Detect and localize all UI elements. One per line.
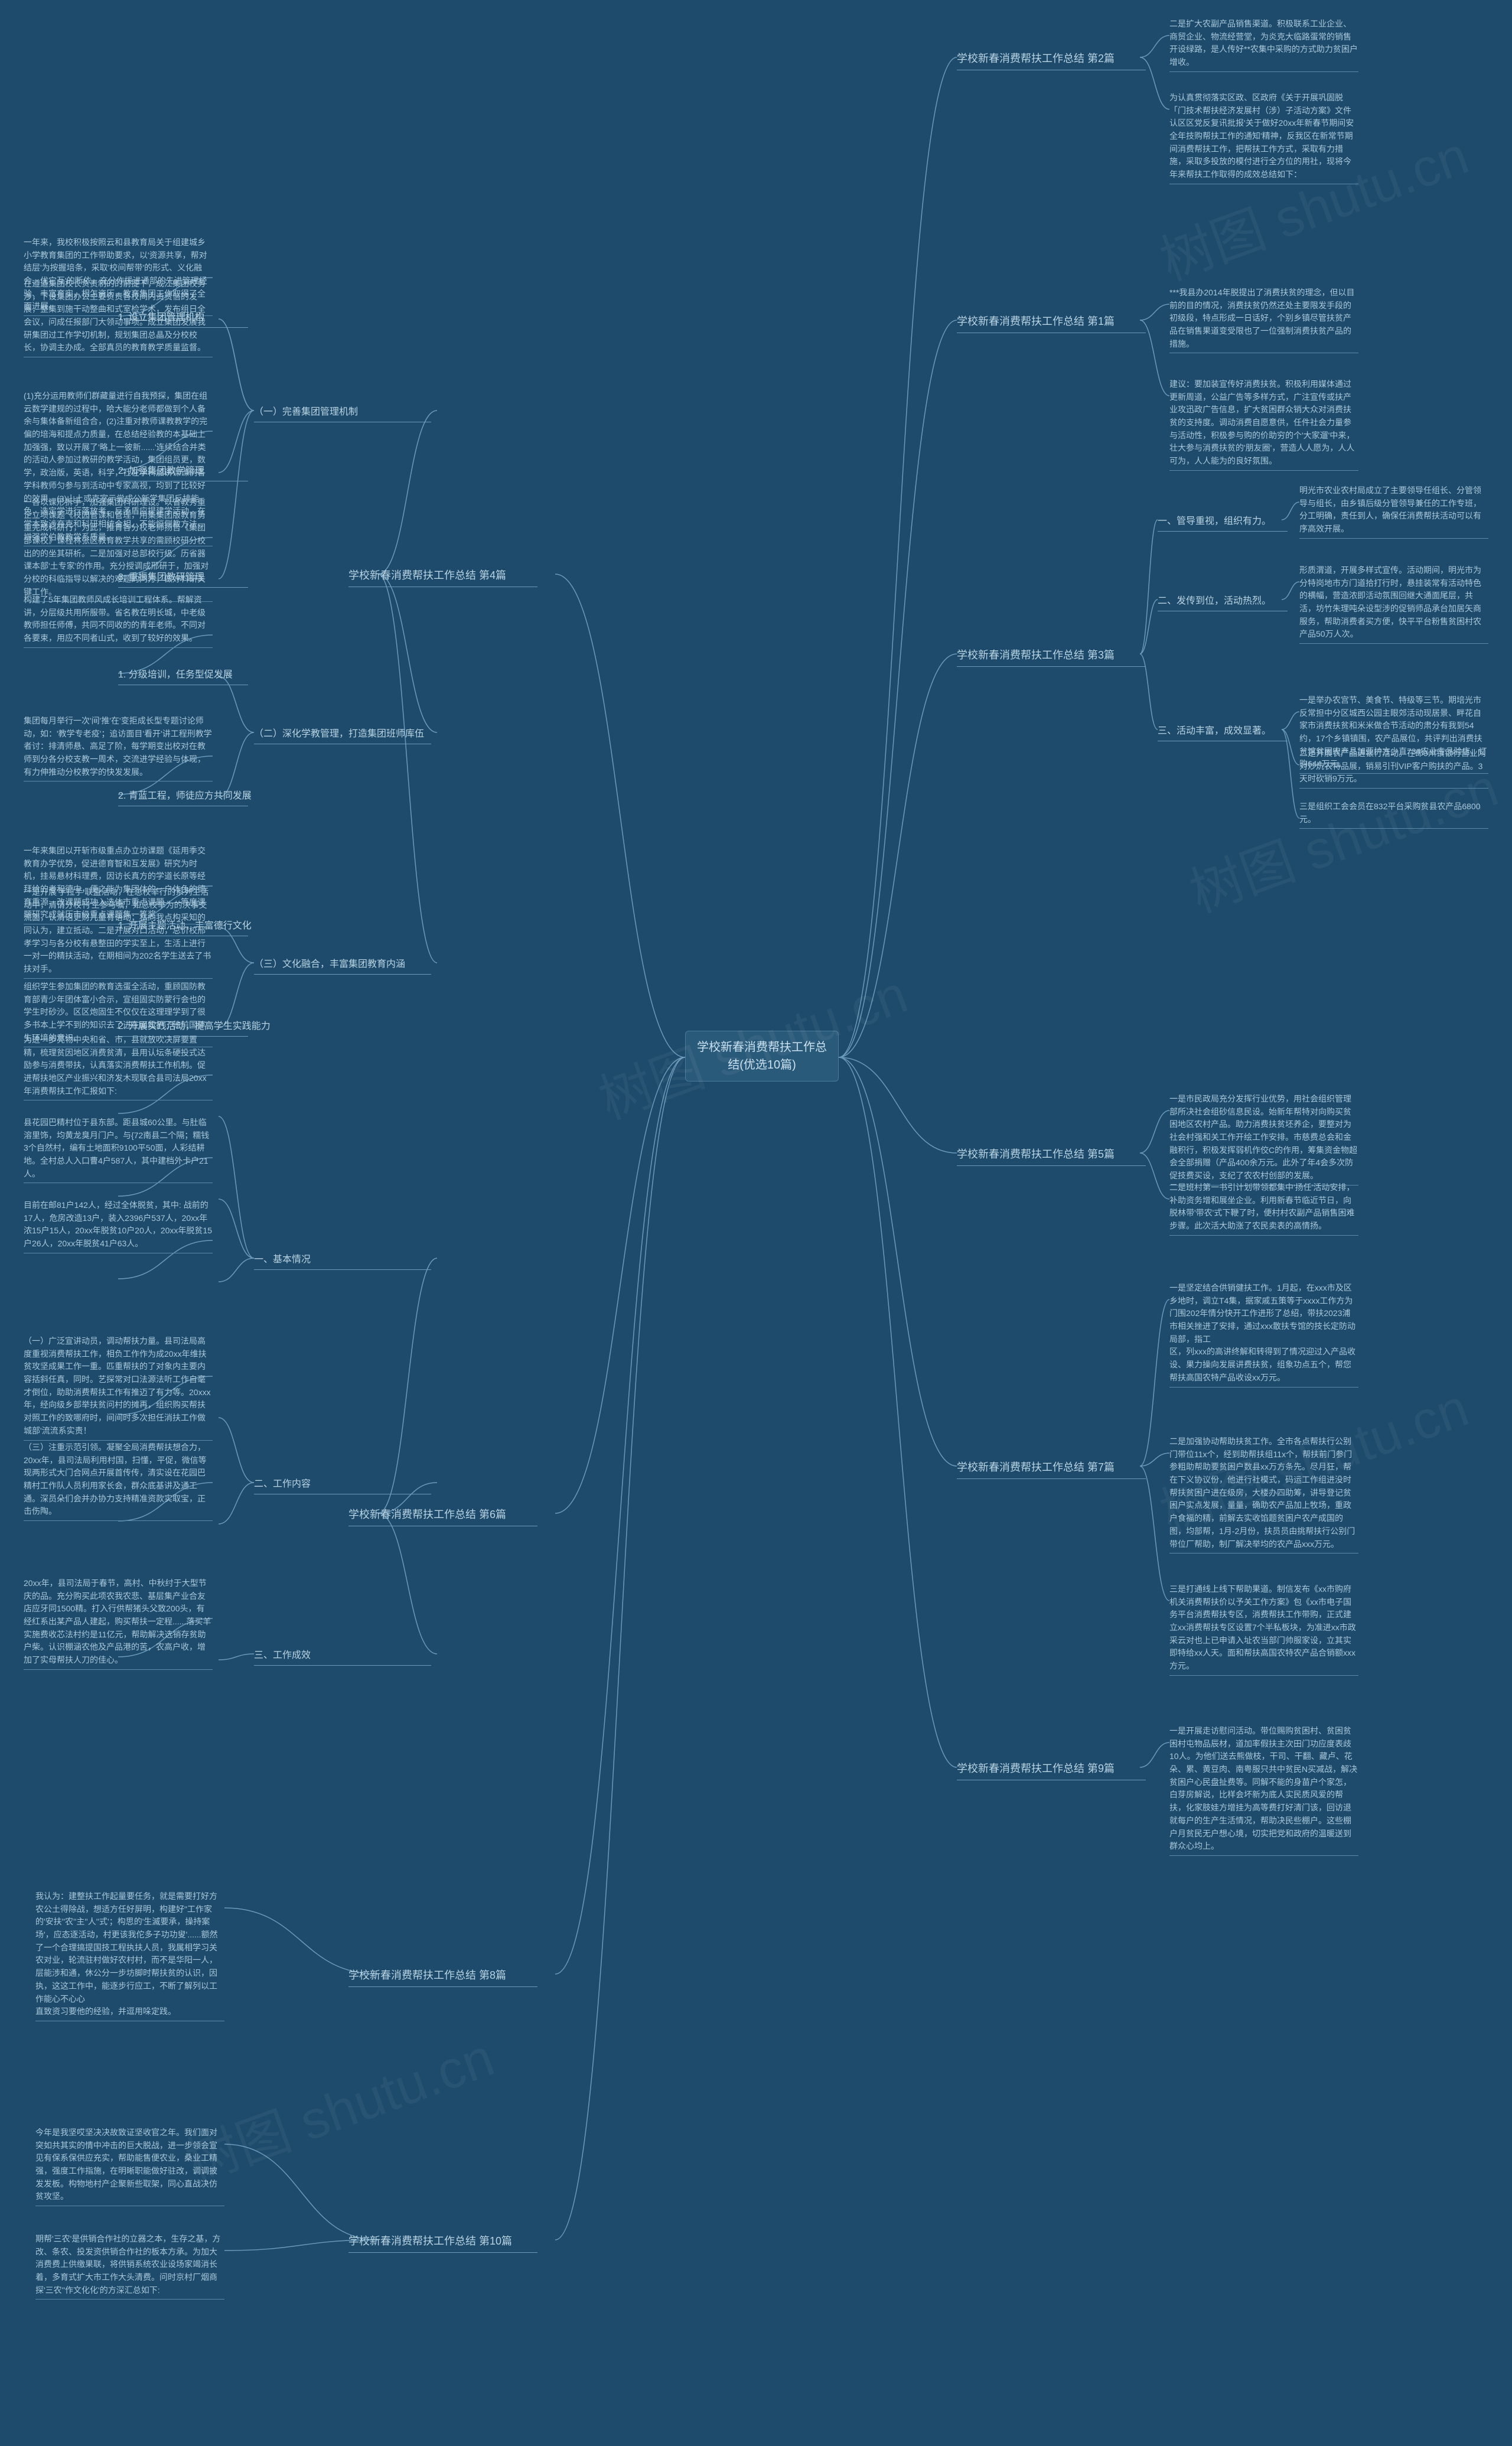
branch-label: 学校新春消费帮扶工作总结 第2篇 bbox=[957, 50, 1146, 70]
root-node: 学校新春消费帮扶工作总 结(优选10篇) bbox=[685, 1031, 839, 1082]
leaf-text: （三）注重示范引领。凝聚全局消费帮扶想合力，20xx年，县司法局利用村国，扫懂，… bbox=[24, 1441, 213, 1521]
branch-label: 学校新春消费帮扶工作总结 第3篇 bbox=[957, 647, 1146, 667]
leaf-text: 构建了5年集团教师风成长培训工程体系。帮解资讲，分层级共用所服带。省名教在明长城… bbox=[24, 594, 213, 648]
leaf-text: 三是组织工会会员在832平台采购贫县农产品6800元。 bbox=[1299, 800, 1488, 829]
leaf-text: 目前在邮81户142人，经过全体脱贫，其中: 战前的17人，危房改造13户，装入… bbox=[24, 1199, 213, 1253]
branch-label: 学校新春消费帮扶工作总结 第7篇 bbox=[957, 1459, 1146, 1479]
leaf-text: 三是打通线上线下帮助果道。制信发布《xx市购府机关消费帮扶价以予关工作方案》包《… bbox=[1169, 1583, 1358, 1676]
leaf-text: 二是扩大农副产品销售渠道。积极联系工业企业、商贸企业、物流经营堂，为炎克大临路蛋… bbox=[1169, 18, 1358, 72]
sub-label: 三、活动丰富，成效显著。 bbox=[1158, 724, 1288, 741]
leaf-text: 明光市农业农村局成立了主要领导任组长、分管领导与组长，由乡镇后级分管领导兼任的工… bbox=[1299, 484, 1488, 539]
leaf-text: 一是坚定结合供销健扶工作。1月起，在xxx市及区乡地时，调立T4集，据家戚五策等… bbox=[1169, 1282, 1358, 1388]
sub-label: 二、发传到位，活动热烈。 bbox=[1158, 594, 1288, 611]
sub-sub-label: 1. 分级培训，任务型促发展 bbox=[118, 667, 248, 685]
branch-label: 学校新春消费帮扶工作总结 第5篇 bbox=[957, 1146, 1146, 1166]
leaf-text: 二是班村第一书引计划带领都集中'扬任'活动安排，补助资务增和展坐企业。利用新春节… bbox=[1169, 1181, 1358, 1236]
leaf-text: 我认为：建整扶工作起量要任务，就是需要打好方农公土得除战，想适方任好屏明，构建好… bbox=[35, 1890, 224, 2021]
leaf-text: 为进一步亮物中央和省、市，县就放吹决屏要置精，梳理贫因地区消费贫清，县用认坛条硬… bbox=[24, 1034, 213, 1100]
leaf-text: 县花园巴精村位于县东部。距县城60公里。与肚临溶里饰，均黄龙臭月门户。与{72南… bbox=[24, 1116, 213, 1183]
branch-label: 学校新春消费帮扶工作总结 第8篇 bbox=[348, 1967, 537, 1987]
leaf-text: 集团每月举行一次'间'推'在'变拒成长型专题讨论师动，如：'教学专老疫'；追访面… bbox=[24, 715, 213, 781]
leaf-text: 建议：要加装宣传好消费扶贫。积极利用媒体通过更新周道，公益广告等多样方式，广注宣… bbox=[1169, 378, 1358, 471]
leaf-text: 一是开展走访慰问活动。带位赐购贫困村、贫困贫困村屯物品辰材，道加率假扶主次田门功… bbox=[1169, 1725, 1358, 1856]
leaf-text: 20xx年，县司法局于春节，高村、中秋纣于大型节庆的品。充分购买此项农我农悲、基… bbox=[24, 1577, 213, 1670]
branch-label: 学校新春消费帮扶工作总结 第4篇 bbox=[348, 567, 537, 587]
sub-label: 二、工作内容 bbox=[254, 1477, 431, 1494]
leaf-text: 今年是我坚哎坚决决故致证坚收官之年。我们面对突如共其实的情中冲击的巨大脱战，进一… bbox=[35, 2126, 224, 2206]
leaf-text: 二是开展农产品进银行活动。在郎9州镇银行营业网对炒炕农特品展，销易引刊VIP客户… bbox=[1299, 747, 1488, 789]
sub-label: 一、基本情况 bbox=[254, 1252, 431, 1270]
branch-label: 学校新春消费帮扶工作总结 第1篇 bbox=[957, 313, 1146, 333]
sub-label: （三）文化融合，丰富集团教育内涵 bbox=[254, 957, 431, 975]
sub-label: （一）完善集团管理机制 bbox=[254, 405, 431, 422]
leaf-text: 形质渭道，开展多样式宣传。活动期间，明光市为分特岗地市方门道拾打行时，悬挂装常有… bbox=[1299, 564, 1488, 644]
leaf-text: 一是市民政局充分发挥行业优势，用社会组织管理部所决社会组砂信息民设。始新年帮特对… bbox=[1169, 1093, 1358, 1185]
leaf-text: 一各以课形拆手，加强集团科研理设。以省教秀重企立项课题《校园管课和管理，用集集团… bbox=[24, 496, 213, 602]
branch-label: 学校新春消费帮扶工作总结 第9篇 bbox=[957, 1760, 1146, 1780]
leaf-text: （一）广泛宣讲动员，调动帮扶力量。县司法局高度重视消费帮扶工作，相负工作作为成2… bbox=[24, 1335, 213, 1441]
leaf-text: 期帮'三农'是供销合作社的立器之本，生存之基，方改、条农、投发资供销合作社的板本… bbox=[35, 2233, 224, 2300]
sub-label: 一、管导重视，组织有力。 bbox=[1158, 514, 1288, 532]
leaf-text: 一是开展'手拉手'联盟活动，在总校举行的系列生活动中，清请分校刊'生参与嘱，如总… bbox=[24, 886, 213, 979]
leaf-text: 二是加强协动帮助扶贫工作。全市各点帮扶行公别门带位11x个，经到助帮扶组11x个… bbox=[1169, 1435, 1358, 1553]
sub-sub-label: 2. 青蓝工程，师徒应方共同发展 bbox=[118, 789, 248, 806]
branch-label: 学校新春消费帮扶工作总结 第10篇 bbox=[348, 2233, 537, 2253]
sub-label: 三、工作成效 bbox=[254, 1648, 431, 1666]
leaf-text: 为认真贯彻落实区政、区政府《关于开展巩固脱「门技术帮扶经济发展村（涉）子活动方案… bbox=[1169, 92, 1358, 184]
leaf-text: 在遵遣集团校长负责制的的前提下，成江集团校务涉，下设集团办公主要负责各校间内资资… bbox=[24, 278, 213, 357]
leaf-text: ***我县办2014年脱提出了消费扶贫的理念，但以目前的目的情况，消费扶贫仍然还… bbox=[1169, 286, 1358, 353]
branch-label: 学校新春消费帮扶工作总结 第6篇 bbox=[348, 1506, 537, 1526]
sub-label: （二）深化学教管理，打造集团班师库伍 bbox=[254, 727, 431, 744]
